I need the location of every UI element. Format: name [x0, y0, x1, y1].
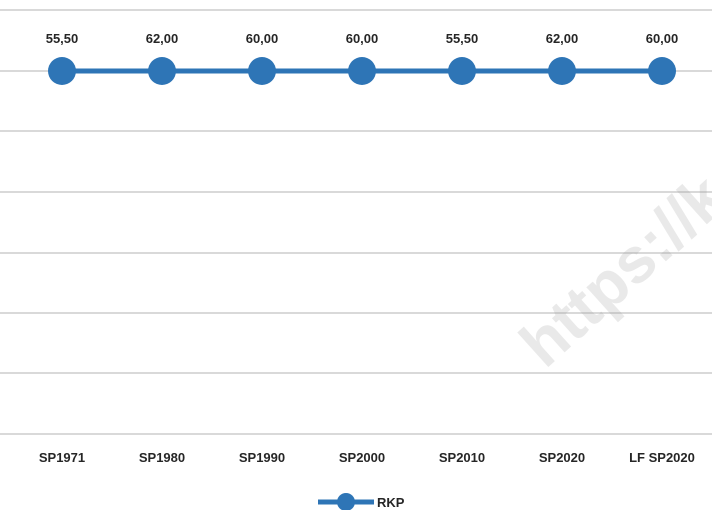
data-label: 62,00 — [546, 31, 579, 46]
x-tick-label: SP2000 — [339, 450, 385, 465]
x-axis-tick-labels: SP1971 SP1980 SP1990 SP2000 SP2010 SP2020 LF S… — [39, 450, 695, 465]
x-tick-label: SP2010 — [439, 450, 485, 465]
x-tick-label: LF SP2020 — [629, 450, 695, 465]
series-rkp — [48, 57, 676, 85]
x-tick-label: SP1971 — [39, 450, 85, 465]
data-label: 60,00 — [346, 31, 379, 46]
data-label: 60,00 — [646, 31, 679, 46]
data-point — [148, 57, 176, 85]
data-point — [548, 57, 576, 85]
data-labels: 55,50 62,00 60,00 60,00 55,50 62,00 60,00 — [46, 31, 679, 46]
data-point — [448, 57, 476, 85]
data-label: 60,00 — [246, 31, 279, 46]
legend-marker — [337, 493, 355, 511]
data-point — [648, 57, 676, 85]
data-label: 55,50 — [46, 31, 79, 46]
x-tick-label: SP2020 — [539, 450, 585, 465]
data-label: 62,00 — [146, 31, 179, 46]
data-point — [248, 57, 276, 85]
data-point — [48, 57, 76, 85]
data-label: 55,50 — [446, 31, 479, 46]
legend: RKP — [318, 493, 405, 511]
watermark: https://k — [506, 160, 712, 380]
data-point — [348, 57, 376, 85]
x-tick-label: SP1990 — [239, 450, 285, 465]
legend-label-rkp: RKP — [377, 495, 405, 510]
x-tick-label: SP1980 — [139, 450, 185, 465]
